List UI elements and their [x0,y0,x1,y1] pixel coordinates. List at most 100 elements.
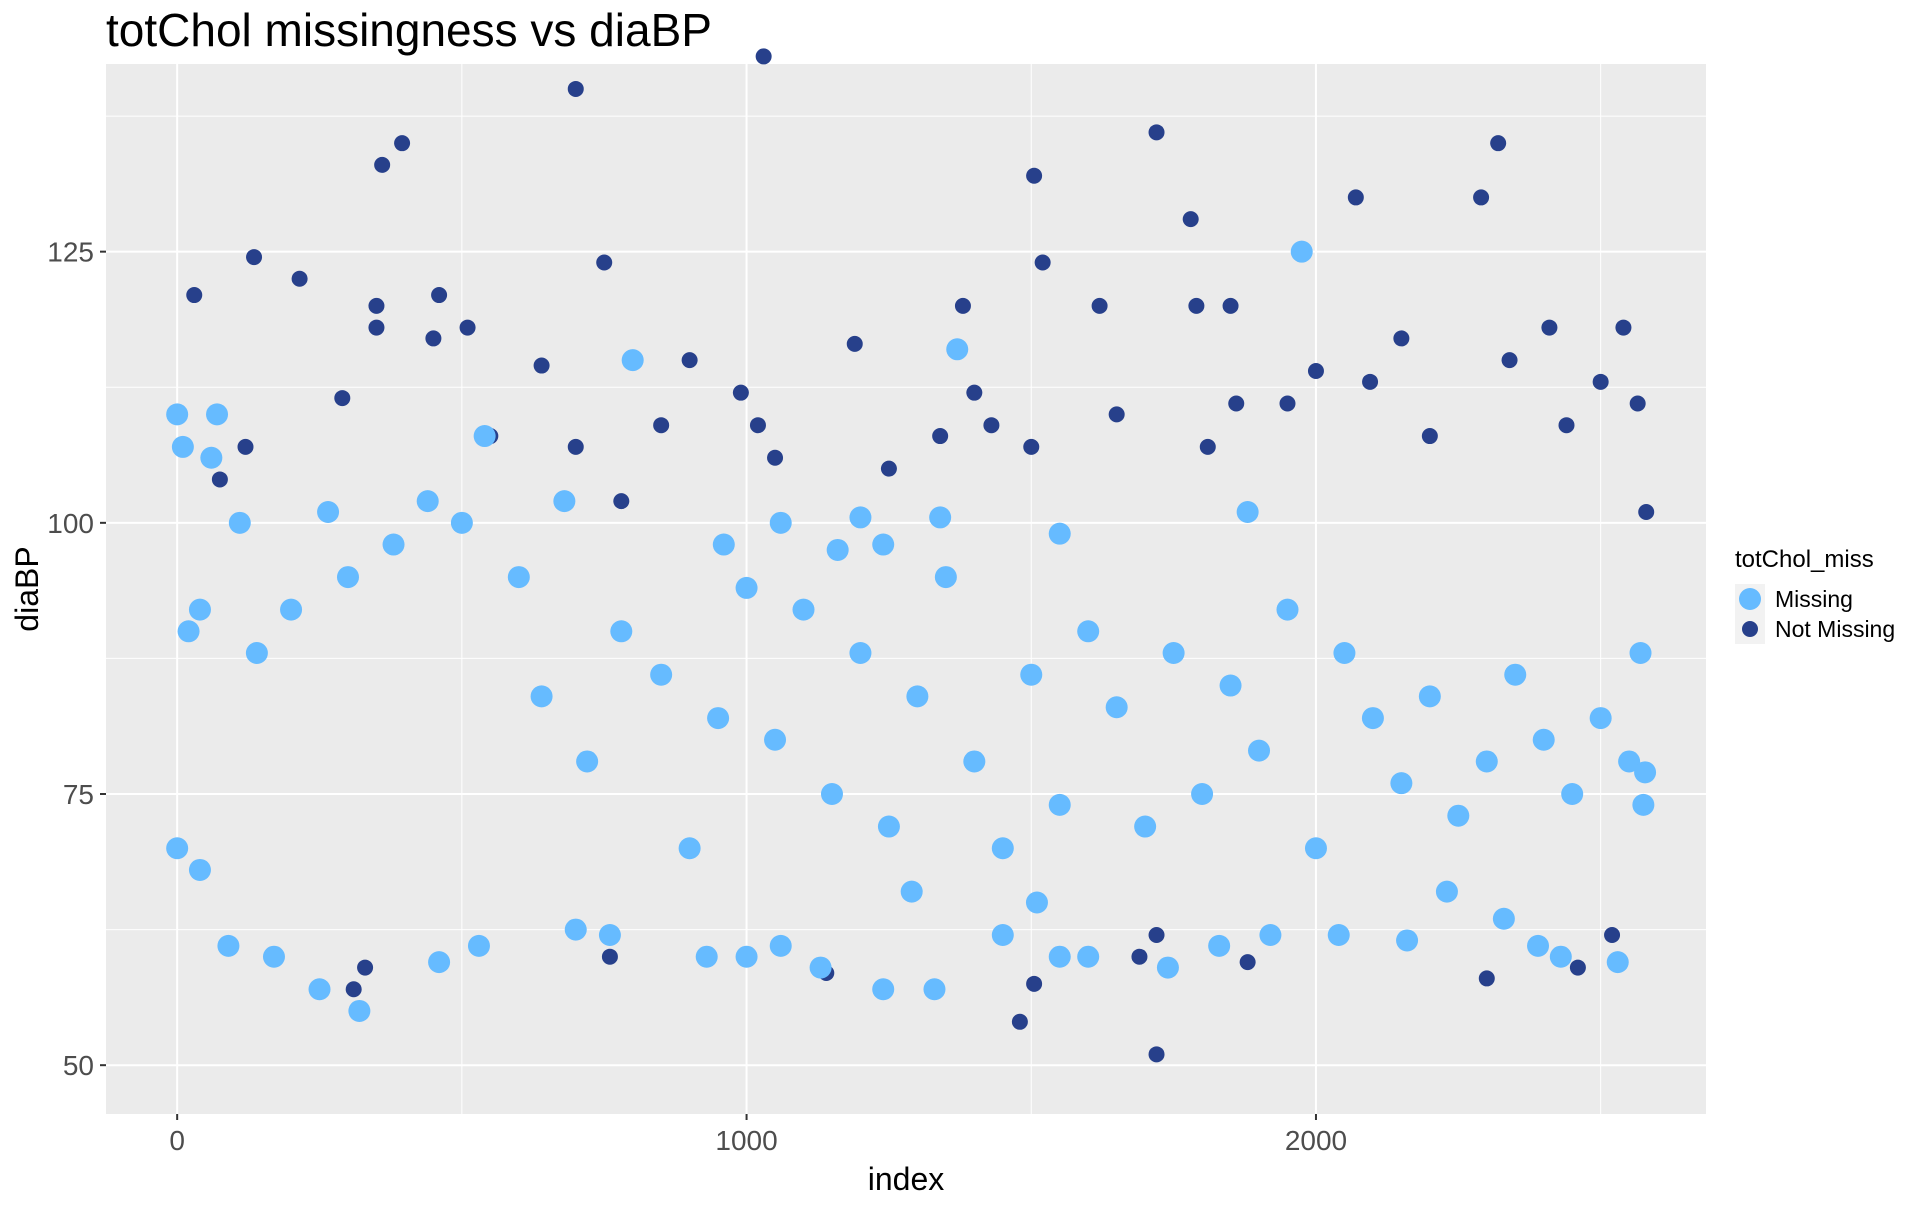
point-missing [598,924,621,947]
point-not-missing [596,254,613,271]
x-tick-label: 1000 [715,1125,777,1156]
point-not-missing [1091,297,1108,314]
point-not-missing [334,390,351,407]
legend-symbol-not-missing [1742,621,1758,637]
x-tick-label: 0 [169,1125,185,1156]
legend-symbol-missing [1739,588,1761,610]
point-missing [467,934,490,957]
point-missing [849,506,872,529]
point-missing [1447,804,1470,827]
point-missing [1134,815,1157,838]
point-missing [923,978,946,1001]
point-not-missing [567,80,584,97]
point-not-missing [1638,503,1655,520]
point-not-missing [394,135,411,152]
legend-label-not-missing: Not Missing [1775,616,1895,642]
point-missing [1549,945,1572,968]
point-missing [769,511,792,534]
point-not-missing [601,948,618,965]
point-missing [1290,240,1313,263]
point-missing [317,500,340,523]
point-not-missing [431,287,448,304]
point-not-missing [1182,211,1199,228]
point-missing [200,446,223,469]
point-missing [336,566,359,589]
point-not-missing [1615,319,1632,336]
point-not-missing [1011,1013,1028,1030]
point-not-missing [767,449,784,466]
point-not-missing [1199,438,1216,455]
legend: totChol_miss Missing Not Missing [1735,546,1895,644]
point-missing [553,490,576,513]
point-not-missing [880,460,897,477]
minor-gridlines [106,64,1706,1114]
point-not-missing [1501,352,1518,369]
point-not-missing [613,493,630,510]
point-not-missing [932,428,949,445]
point-not-missing [1026,167,1043,184]
y-axis-ticks: 50 75 100 125 [47,237,106,1081]
point-not-missing [1228,395,1245,412]
point-not-missing [1026,975,1043,992]
point-not-missing [1307,362,1324,379]
point-missing [1048,522,1071,545]
point-missing [217,934,240,957]
point-missing [262,945,285,968]
point-missing [1105,696,1128,719]
point-missing [206,403,229,426]
point-missing [280,598,303,621]
y-tick-label: 50 [63,1050,94,1081]
y-tick-label: 125 [47,237,94,268]
point-missing [1162,641,1185,664]
point-missing [1396,929,1419,952]
point-missing [1248,739,1271,762]
point-missing [1259,924,1282,947]
point-missing [1527,934,1550,957]
point-missing [946,338,969,361]
point-not-missing [1362,373,1379,390]
chart-title: totChol missingness vs diaBP [106,4,712,56]
point-missing [1276,598,1299,621]
point-missing [809,956,832,979]
point-not-missing [1034,254,1051,271]
data-points [166,48,1657,1063]
point-missing [650,663,673,686]
point-missing [166,837,189,860]
point-not-missing [1629,395,1646,412]
point-missing [712,533,735,556]
point-not-missing [459,319,476,336]
point-not-missing [1558,417,1575,434]
point-missing [1020,663,1043,686]
point-missing [906,685,929,708]
point-missing [171,435,194,458]
point-missing [530,685,553,708]
point-missing [1632,793,1655,816]
point-missing [872,533,895,556]
point-missing [900,880,923,903]
point-not-missing [1148,124,1165,141]
point-missing [1219,674,1242,697]
point-not-missing [357,959,374,976]
point-missing [507,566,530,589]
point-missing [707,707,730,730]
point-not-missing [1023,438,1040,455]
x-axis-ticks: 0 1000 2000 [169,1114,1347,1156]
plot-panel [106,64,1706,1114]
point-missing [473,425,496,448]
point-missing [1629,641,1652,664]
point-missing [188,598,211,621]
point-not-missing [374,156,391,173]
point-not-missing [291,270,308,287]
point-missing [695,945,718,968]
point-not-missing [846,335,863,352]
point-not-missing [1569,959,1586,976]
point-missing [735,945,758,968]
point-not-missing [368,319,385,336]
point-not-missing [681,352,698,369]
point-not-missing [567,438,584,455]
point-missing [1077,620,1100,643]
point-missing [872,978,895,1001]
point-not-missing [966,384,983,401]
